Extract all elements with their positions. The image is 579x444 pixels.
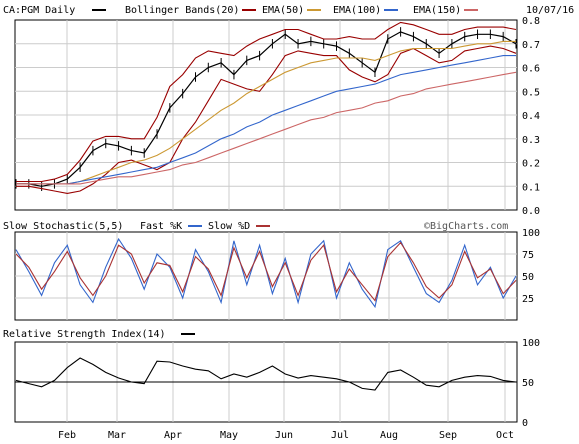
symbol-label: CA:PGM Daily (3, 5, 75, 16)
legend-swatch (242, 9, 256, 11)
x-axis-month-labels: Feb Mar Apr May Jun Jul Aug Sep Oct (58, 430, 514, 441)
legend-swatch (384, 9, 398, 11)
indicator-legend: Bollinger Bands(20) EMA(50) EMA(100) EMA(15… (125, 5, 478, 16)
y-tick-label: 100 (522, 338, 540, 349)
month-label: Jun (275, 430, 293, 441)
rsi-grid (15, 342, 517, 422)
stochastic-panel: 25 50 75 100 Slow Stochastic(5,5) Fast %K S… (3, 221, 540, 321)
price-legend-swatch (92, 9, 106, 11)
series-line-ema-50--3 (16, 40, 516, 185)
price-y-ticks: 0.0 0.1 0.2 0.3 0.4 0.5 0.6 0.7 0.8 (522, 16, 540, 217)
series-line-ema-100--4 (16, 55, 516, 185)
rsi-panel: 0 50 100 Relative Strength Index(14) (3, 329, 540, 429)
price-series (15, 21, 517, 194)
slow-d-swatch (256, 225, 270, 227)
y-tick-label: 0.4 (522, 111, 540, 122)
month-label: Oct (496, 430, 514, 441)
y-tick-label: 0.3 (522, 135, 540, 146)
stochastic-series (15, 237, 517, 309)
y-tick-label: 0.5 (522, 87, 540, 98)
stochastic-y-ticks: 25 50 75 100 (522, 228, 540, 305)
price-panel: 0.0 0.1 0.2 0.3 0.4 0.5 0.6 0.7 0.8 CA:PGM Daily… (3, 5, 574, 217)
stochastic-title: Slow Stochastic(5,5) (3, 221, 123, 232)
rsi-y-ticks: 0 50 100 (522, 338, 540, 429)
series-line-ema-150--5 (16, 71, 517, 185)
legend-label: EMA(100) (333, 5, 381, 16)
y-tick-label: 50 (522, 378, 534, 389)
y-tick-label: 0 (522, 418, 528, 429)
legend-swatch (307, 9, 321, 11)
legend-label: EMA(50) (262, 5, 304, 16)
month-label: Feb (58, 430, 76, 441)
series-line-bollinger-bands-20--1 (16, 21, 517, 183)
y-tick-label: 0.1 (522, 182, 540, 193)
price-grid (15, 20, 517, 210)
rsi-title: Relative Strength Index(14) (3, 329, 166, 340)
y-tick-label: 50 (522, 272, 534, 283)
month-label: Jul (331, 430, 349, 441)
y-tick-label: 0.2 (522, 159, 540, 170)
legend-label: EMA(150) (413, 5, 461, 16)
month-label: Aug (380, 430, 398, 441)
legend-label: Bollinger Bands(20) (125, 5, 239, 16)
fast-k-swatch (188, 225, 202, 227)
slow-d-label: Slow %D (208, 221, 250, 232)
month-label: Sep (439, 430, 457, 441)
fast-k-label: Fast %K (140, 221, 182, 232)
date-label: 10/07/16 (526, 5, 574, 16)
y-tick-label: 0.8 (522, 16, 540, 27)
month-label: May (220, 430, 238, 441)
y-tick-label: 0.7 (522, 40, 540, 51)
month-label: Mar (108, 430, 126, 441)
series-line-relative-strength-index-14--0 (15, 357, 517, 391)
y-tick-label: 25 (522, 294, 534, 305)
y-tick-label: 75 (522, 250, 534, 261)
bigcharts-watermark: ©BigCharts.com (424, 221, 508, 232)
rsi-legend-swatch (181, 333, 195, 335)
month-label: Apr (164, 430, 182, 441)
y-tick-label: 100 (522, 228, 540, 239)
y-tick-label: 0.0 (522, 206, 540, 217)
legend-swatch (464, 9, 478, 11)
series-line-slow-d-1 (15, 241, 517, 302)
rsi-series (15, 357, 517, 391)
y-tick-label: 0.6 (522, 64, 540, 75)
